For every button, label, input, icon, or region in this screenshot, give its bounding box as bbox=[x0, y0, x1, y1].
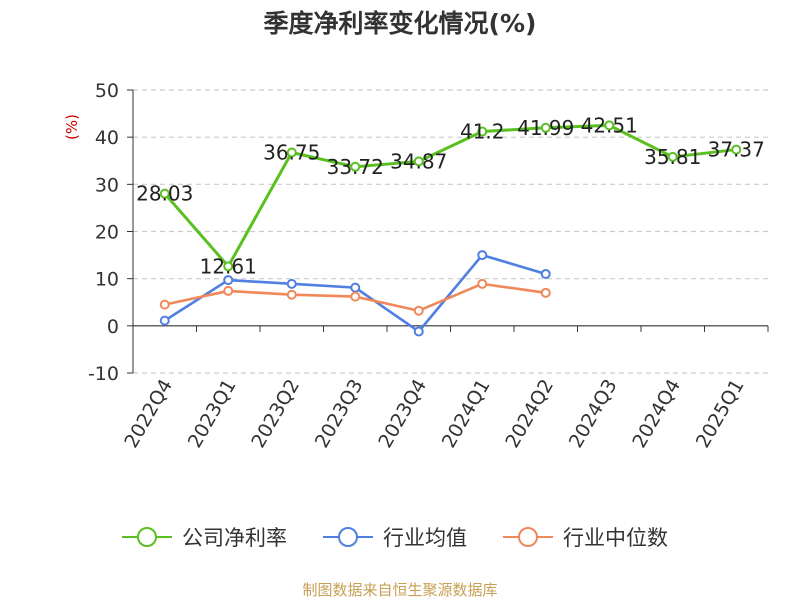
legend-label: 行业中位数 bbox=[563, 526, 668, 550]
legend-label: 公司净利率 bbox=[182, 526, 287, 550]
data-point bbox=[223, 275, 234, 286]
data-point bbox=[223, 261, 234, 272]
data-point bbox=[350, 161, 361, 172]
data-point bbox=[159, 188, 170, 199]
x-tick-label: 2024Q4 bbox=[628, 376, 685, 452]
data-point bbox=[667, 151, 678, 162]
data-point bbox=[540, 268, 551, 279]
data-point bbox=[286, 147, 297, 158]
y-tick-label: 0 bbox=[107, 316, 119, 338]
legend-marker bbox=[137, 527, 157, 547]
data-point bbox=[159, 315, 170, 326]
y-axis-unit-label: (%) bbox=[63, 114, 81, 140]
y-tick-label: 10 bbox=[95, 269, 119, 291]
data-point bbox=[286, 289, 297, 300]
data-point bbox=[413, 156, 424, 167]
data-label: 28.03 bbox=[136, 182, 193, 206]
chart-title: 季度净利率变化情况(%) bbox=[263, 9, 537, 38]
data-point bbox=[350, 291, 361, 302]
x-tick-label: 2024Q3 bbox=[565, 376, 622, 452]
data-point bbox=[604, 120, 615, 131]
source-footer: 制图数据来自恒生聚源数据库 bbox=[302, 581, 498, 599]
data-label: 41.99 bbox=[517, 116, 574, 140]
x-tick-label: 2023Q2 bbox=[247, 376, 304, 452]
series-line bbox=[163, 123, 737, 268]
legend-label: 行业均值 bbox=[383, 526, 467, 550]
data-label: 42.51 bbox=[581, 113, 638, 137]
data-label: 34.87 bbox=[390, 149, 447, 173]
data-label: 35.81 bbox=[644, 145, 701, 169]
data-point bbox=[350, 282, 361, 293]
data-point bbox=[159, 299, 170, 310]
data-point bbox=[540, 287, 551, 298]
data-point bbox=[413, 305, 424, 316]
y-tick-label: 30 bbox=[95, 174, 119, 196]
data-label: 33.72 bbox=[327, 155, 384, 179]
data-point bbox=[413, 326, 424, 337]
x-tick-label: 2022Q4 bbox=[120, 376, 177, 452]
data-point bbox=[477, 278, 488, 289]
y-tick-label: 40 bbox=[95, 127, 119, 149]
series-lines bbox=[159, 120, 742, 337]
legend: 公司净利率 行业均值 行业中位数 bbox=[122, 526, 668, 550]
legend-marker bbox=[338, 527, 358, 547]
x-tick-label: 2023Q1 bbox=[184, 376, 241, 452]
grid-lines bbox=[133, 89, 768, 374]
data-point bbox=[286, 278, 297, 289]
legend-marker bbox=[518, 527, 538, 547]
x-tick-label: 2023Q4 bbox=[374, 376, 431, 452]
data-label: 12.61 bbox=[200, 254, 257, 278]
data-point bbox=[540, 122, 551, 133]
x-tick-label: 2024Q2 bbox=[501, 376, 558, 452]
data-point bbox=[477, 250, 488, 261]
x-tick-label: 2025Q1 bbox=[692, 376, 749, 452]
data-label: 36.75 bbox=[263, 140, 320, 164]
data-label: 37.37 bbox=[708, 138, 765, 162]
y-tick-label: 50 bbox=[95, 80, 119, 102]
y-tick-label: -10 bbox=[88, 363, 119, 385]
data-point bbox=[731, 144, 742, 155]
x-tick-label: 2024Q1 bbox=[438, 376, 495, 452]
y-tick-label: 20 bbox=[95, 222, 119, 244]
data-point bbox=[223, 285, 234, 296]
x-tick-label: 2023Q3 bbox=[311, 376, 368, 452]
data-label: 41.2 bbox=[460, 120, 505, 144]
data-point bbox=[477, 126, 488, 137]
